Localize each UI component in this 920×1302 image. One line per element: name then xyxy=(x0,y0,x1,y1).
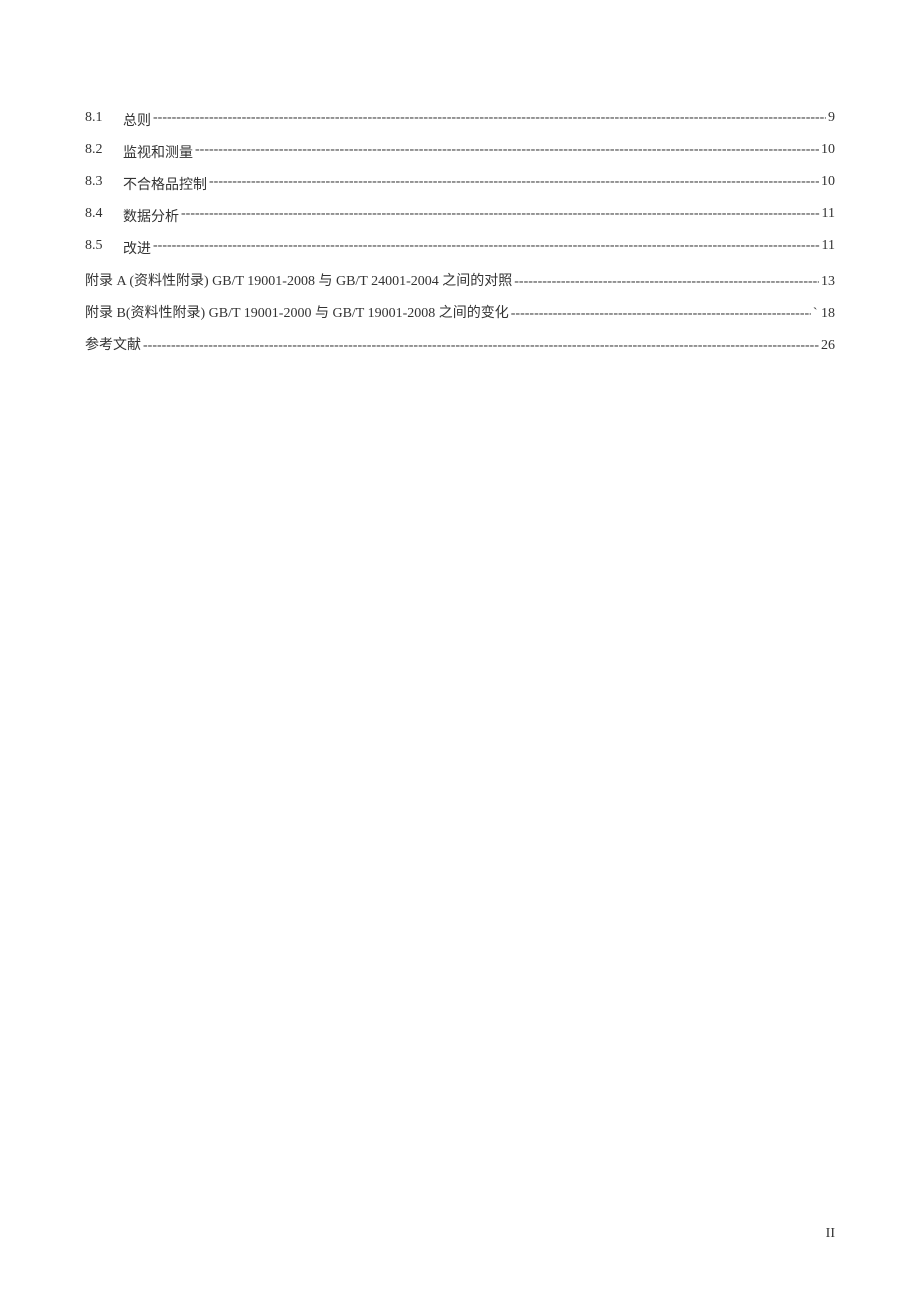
toc-section-number: 8.2 xyxy=(85,142,123,162)
toc-entry: 8.3 不合格品控制 10 xyxy=(85,174,835,194)
toc-section-number: 8.3 xyxy=(85,174,123,194)
toc-entry-appendix-b: 附录 B(资料性附录) GB/T 19001-2000 与 GB/T 19001… xyxy=(85,302,835,322)
toc-references-label: 参考文献 xyxy=(85,334,141,354)
toc-page-number: ` 18 xyxy=(813,306,835,322)
toc-leader xyxy=(153,110,826,126)
toc-leader xyxy=(209,174,819,190)
toc-section-number: 8.1 xyxy=(85,110,123,130)
toc-appendix-label: 附录 B(资料性附录) GB/T 19001-2000 与 GB/T 19001… xyxy=(85,302,509,322)
toc-section-number: 8.4 xyxy=(85,206,123,226)
toc-section-title: 监视和测量 xyxy=(123,142,193,162)
toc-content: 8.1 总则 9 8.2 监视和测量 10 8.3 不合格品控制 10 8.4 … xyxy=(0,0,920,354)
toc-label: 8.5 改进 xyxy=(85,238,151,258)
toc-section-title: 不合格品控制 xyxy=(123,174,207,194)
toc-leader xyxy=(511,306,811,322)
toc-leader xyxy=(514,274,819,290)
toc-entry: 8.5 改进 11 xyxy=(85,238,835,258)
page-number: II xyxy=(826,1226,835,1242)
toc-leader xyxy=(181,206,820,222)
toc-leader xyxy=(195,142,819,158)
toc-entry: 8.2 监视和测量 10 xyxy=(85,142,835,162)
toc-entry: 8.4 数据分析 11 xyxy=(85,206,835,226)
toc-entry-appendix-a: 附录 A (资料性附录) GB/T 19001-2008 与 GB/T 2400… xyxy=(85,270,835,290)
toc-label: 8.3 不合格品控制 xyxy=(85,174,207,194)
toc-page-number: 13 xyxy=(821,274,835,290)
toc-page-number: 10 xyxy=(821,174,835,190)
toc-label: 8.4 数据分析 xyxy=(85,206,179,226)
toc-label: 8.1 总则 xyxy=(85,110,151,130)
toc-section-title: 总则 xyxy=(123,110,151,130)
toc-leader xyxy=(143,338,819,354)
toc-page-number: 26 xyxy=(821,338,835,354)
toc-entry-references: 参考文献 26 xyxy=(85,334,835,354)
toc-page-number: 10 xyxy=(821,142,835,158)
toc-appendix-label: 附录 A (资料性附录) GB/T 19001-2008 与 GB/T 2400… xyxy=(85,270,512,290)
toc-page-number: 9 xyxy=(828,110,835,126)
toc-entry: 8.1 总则 9 xyxy=(85,110,835,130)
toc-section-number: 8.5 xyxy=(85,238,123,258)
toc-page-number: 11 xyxy=(822,238,835,254)
toc-leader xyxy=(153,238,820,254)
toc-page-number: 11 xyxy=(822,206,835,222)
toc-section-title: 数据分析 xyxy=(123,206,179,226)
toc-label: 8.2 监视和测量 xyxy=(85,142,193,162)
toc-section-title: 改进 xyxy=(123,238,151,258)
